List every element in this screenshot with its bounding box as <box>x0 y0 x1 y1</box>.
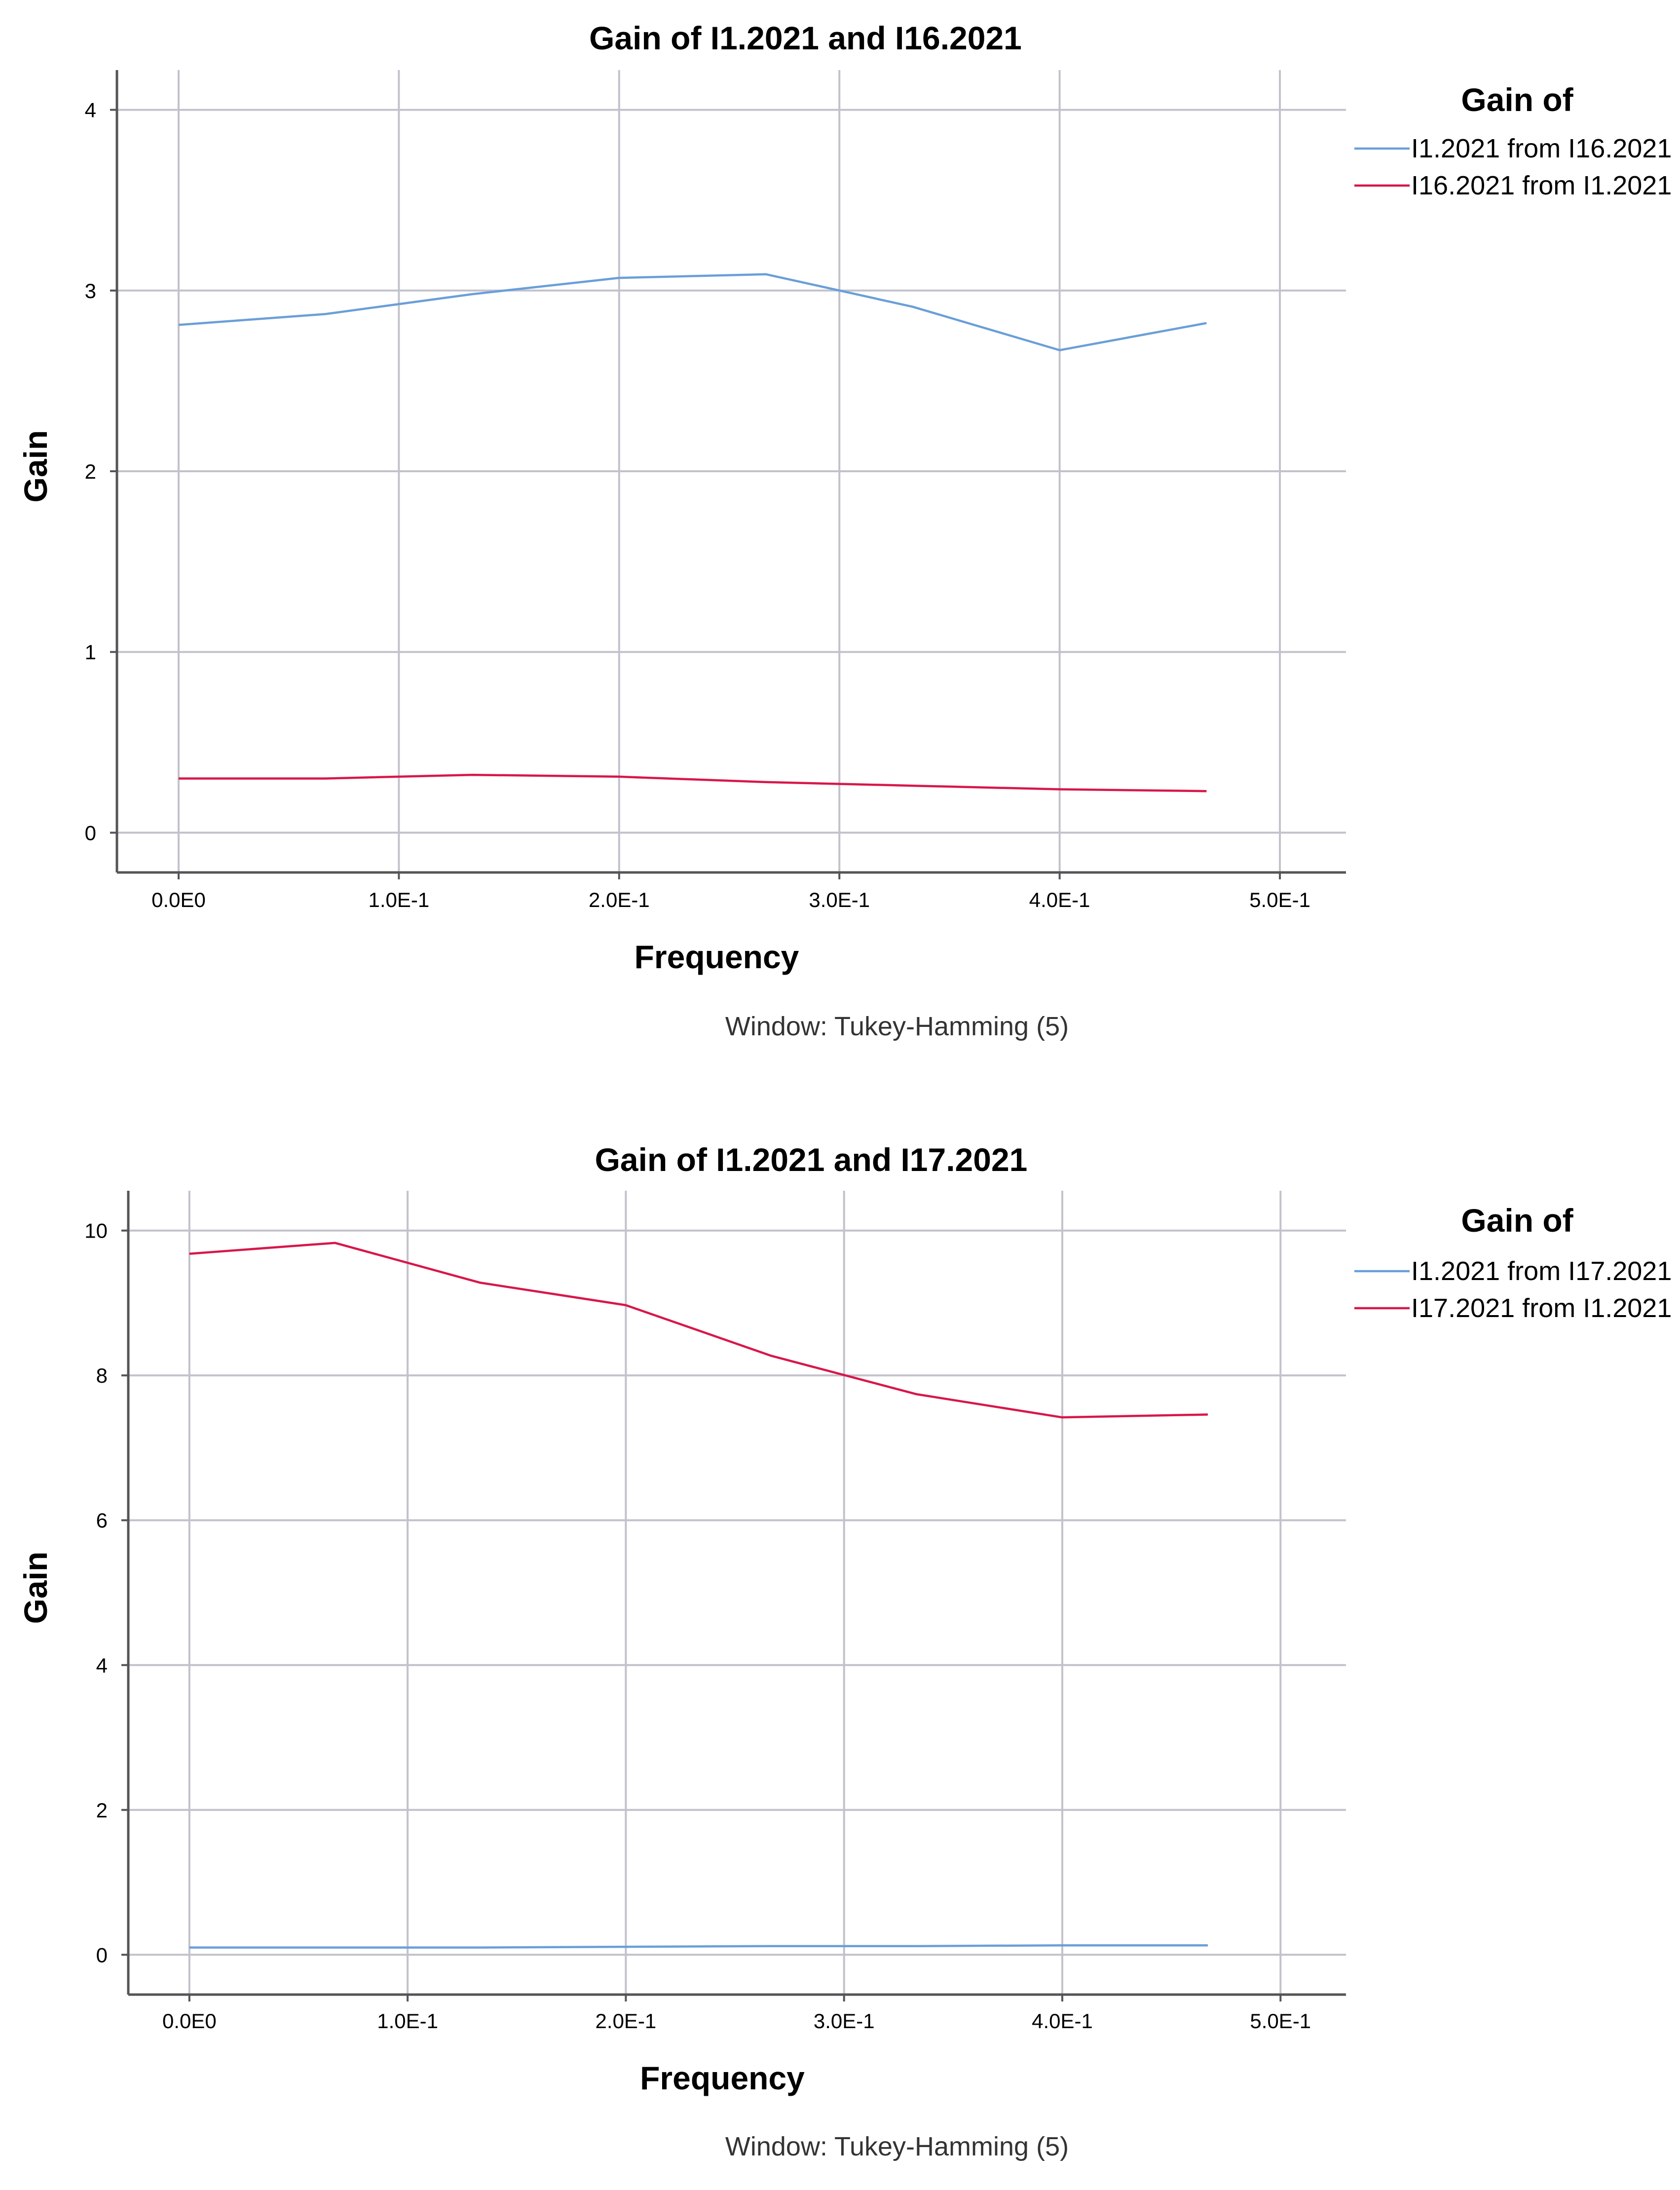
chart-title: Gain of I1.2021 and I17.2021 <box>595 1141 1028 1178</box>
y-axis-title: Gain <box>17 430 54 503</box>
x-tick-label: 5.0E-1 <box>1249 888 1310 911</box>
legend-label: I1.2021 from I16.2021 <box>1411 134 1672 163</box>
y-tick-label: 2 <box>96 1799 108 1822</box>
legend-title: Gain of <box>1461 81 1573 118</box>
series-line <box>178 273 1207 351</box>
x-tick-label: 4.0E-1 <box>1029 888 1090 911</box>
chart-gain-i1-i17: Gain of I1.2021 and I17.2021 0.0E0 1.0E-1 2… <box>17 1141 1672 2161</box>
x-tick-label: 2.0E-1 <box>596 2009 657 2033</box>
chart-title: Gain of I1.2021 and I16.2021 <box>589 20 1022 56</box>
x-tick-label: 3.0E-1 <box>814 2009 875 2033</box>
y-tick-label: 0 <box>85 821 96 844</box>
x-tick-label: 3.0E-1 <box>809 888 870 911</box>
x-tick-label: 1.0E-1 <box>377 2009 438 2033</box>
chart-footnote: Window: Tukey-Hamming (5) <box>725 1012 1069 1041</box>
x-tick-label: 5.0E-1 <box>1250 2009 1311 2033</box>
x-tick-label: 0.0E0 <box>151 888 206 911</box>
legend-label: I17.2021 from I1.2021 <box>1411 1293 1672 1323</box>
y-tick-label: 6 <box>96 1509 108 1532</box>
series-line <box>189 1944 1208 1949</box>
series-line <box>189 1242 1208 1419</box>
x-tick-label: 2.0E-1 <box>589 888 650 911</box>
y-tick-label: 1 <box>85 641 96 664</box>
series-line <box>179 773 1207 793</box>
legend-title: Gain of <box>1461 1202 1573 1239</box>
y-tick-label: 4 <box>85 99 96 122</box>
x-tick-label: 0.0E0 <box>162 2009 217 2033</box>
y-tick-label: 10 <box>84 1219 108 1243</box>
x-tick-label: 1.0E-1 <box>369 888 430 911</box>
chart-gain-i1-i16: Gain of I1.2021 and I16.2021 0.0E0 1.0E-1 2… <box>17 20 1672 1041</box>
legend-label: I16.2021 from I1.2021 <box>1411 171 1672 200</box>
y-tick-label: 8 <box>96 1364 108 1387</box>
legend-label: I1.2021 from I17.2021 <box>1411 1256 1672 1286</box>
y-axis-title: Gain <box>17 1551 54 1624</box>
x-tick-label: 4.0E-1 <box>1032 2009 1093 2033</box>
y-tick-label: 3 <box>85 279 96 302</box>
chart-footnote: Window: Tukey-Hamming (5) <box>725 2132 1069 2161</box>
y-tick-label: 4 <box>96 1654 108 1677</box>
y-tick-label: 2 <box>85 460 96 483</box>
x-axis-title: Frequency <box>635 939 799 975</box>
x-axis-title: Frequency <box>640 2060 805 2096</box>
y-tick-label: 0 <box>96 1943 108 1966</box>
